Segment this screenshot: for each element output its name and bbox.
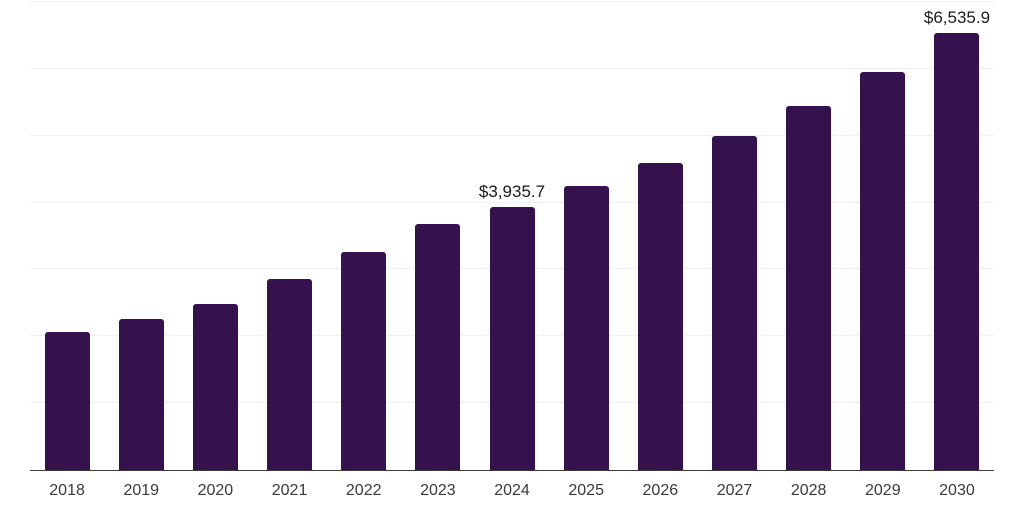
bar-2025 bbox=[563, 185, 609, 470]
bar-2018 bbox=[44, 331, 90, 470]
bar-2029 bbox=[860, 71, 906, 470]
x-tick-label-2024: 2024 bbox=[494, 482, 530, 499]
plot-area: $3,935.7 $6,535.9 bbox=[30, 1, 994, 471]
bar-column-2018 bbox=[30, 2, 104, 470]
bar-column-2019 bbox=[104, 2, 178, 470]
bar-column-2021 bbox=[252, 2, 326, 470]
x-tick-label-2019: 2019 bbox=[123, 482, 160, 499]
x-tick-label-2023: 2023 bbox=[420, 482, 456, 499]
bar-column-2027 bbox=[697, 2, 771, 470]
bar-column-2025 bbox=[549, 2, 623, 470]
bar-value-label-2024: $3,935.7 bbox=[478, 181, 546, 201]
x-tick-label-2027: 2027 bbox=[716, 482, 753, 499]
bar-value-label-2030: $6,535.9 bbox=[923, 8, 991, 28]
bar-column-2026 bbox=[623, 2, 697, 470]
bar-2024 bbox=[489, 206, 535, 470]
gridline bbox=[30, 201, 994, 203]
bar-2022 bbox=[341, 251, 387, 470]
bars-container: $3,935.7 $6,535.9 bbox=[30, 2, 994, 470]
bar-2027 bbox=[711, 136, 757, 470]
bar-column-2023 bbox=[401, 2, 475, 470]
bar-column-2024: $3,935.7 bbox=[475, 2, 549, 470]
x-tick-label-2018: 2018 bbox=[49, 482, 85, 499]
bar-column-2029 bbox=[846, 2, 920, 470]
x-tick-label-2029: 2029 bbox=[865, 482, 901, 499]
x-axis-labels: 2018 2019 2020 2021 2022 2023 2024 2025 2026 2027… bbox=[30, 481, 994, 500]
bar-2023 bbox=[415, 223, 461, 470]
x-tick-label-2028: 2028 bbox=[790, 482, 827, 499]
bar-2028 bbox=[786, 105, 832, 470]
bar-2030 bbox=[934, 33, 980, 470]
bar-column-2028 bbox=[772, 2, 846, 470]
bar-column-2030: $6,535.9 bbox=[920, 2, 994, 470]
gridline bbox=[30, 1, 994, 2]
x-tick-label-2020: 2020 bbox=[197, 482, 234, 499]
x-tick-label-2030: 2030 bbox=[939, 482, 975, 499]
gridline bbox=[30, 134, 994, 136]
bar-2019 bbox=[118, 319, 164, 470]
x-tick-label-2026: 2026 bbox=[642, 482, 679, 499]
gridline bbox=[30, 67, 994, 69]
bar-column-2022 bbox=[327, 2, 401, 470]
bar-2026 bbox=[637, 162, 683, 470]
x-tick-label-2025: 2025 bbox=[568, 482, 604, 499]
x-tick-label-2022: 2022 bbox=[345, 482, 382, 499]
bar-2021 bbox=[267, 279, 313, 470]
bar-2020 bbox=[192, 304, 238, 470]
x-tick-label-2021: 2021 bbox=[271, 482, 308, 499]
bar-column-2020 bbox=[178, 2, 252, 470]
